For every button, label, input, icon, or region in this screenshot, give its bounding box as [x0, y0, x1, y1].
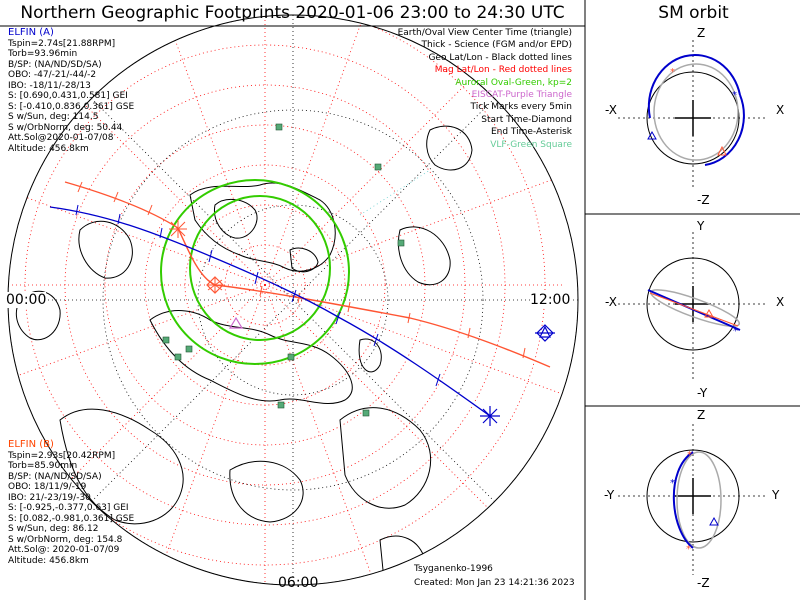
- svg-text:*: *: [687, 450, 692, 461]
- time-label-right: 12:00: [530, 292, 571, 308]
- elfin-b-line: Tspin=2.93s[20.42RPM]: [8, 450, 116, 461]
- elfin-a-line: Torb=93.96min: [8, 49, 78, 59]
- sm1-bottom-label: -Z: [697, 193, 710, 207]
- sm-orbit-title: SM orbit: [658, 3, 729, 23]
- coastlines: [15, 125, 473, 580]
- elfin-b-header: ELFIN (B): [8, 439, 54, 450]
- elfin-a-line: B/SP: (NA/ND/SD/SA): [8, 59, 102, 70]
- svg-text:*: *: [733, 326, 738, 337]
- elfin-a-info: ELFIN (A) Tspin=2.74s[21.88RPM] Torb=93.…: [8, 27, 135, 154]
- time-label-left: 00:00: [6, 292, 47, 308]
- elfin-b-line: B/SP: (NA/ND/SD/SA): [8, 471, 102, 482]
- sm3-bottom-label: -Z: [697, 576, 710, 590]
- elfin-a-line: Altitude: 456.8km: [8, 143, 89, 154]
- legend-item: End Time-Asterisk: [490, 127, 572, 138]
- legend-item: Mag Lat/Lon - Red dotted lines: [434, 65, 572, 76]
- sm1-left-label: -X: [605, 103, 617, 117]
- sm3-top-label: Z: [697, 408, 706, 422]
- elfin-b-line: IBO: 21/-23/19/-30: [8, 492, 91, 503]
- model-label: Tsyganenko-1996: [414, 564, 493, 574]
- elfin-a-line: S w/OrbNorm, deg: 50.44: [8, 122, 123, 133]
- legend-item: Geo Lat/Lon - Black dotted lines: [428, 52, 572, 63]
- auroral-oval: [160, 179, 350, 365]
- elfin-a-line: S: [0.690,0.431,0.581] GEI: [8, 91, 128, 101]
- svg-text:*: *: [686, 544, 691, 555]
- elfin-b-start-diamond: [206, 276, 224, 294]
- legend-item: Start Time-Diamond: [481, 114, 572, 125]
- svg-text:*: *: [670, 67, 675, 78]
- mag-grid: [8, 15, 578, 585]
- elfin-a-line: Att.Sol@2020-01-07/08: [8, 133, 114, 143]
- created-timestamp: Created: Mon Jan 23 14:21:36 2023: [414, 578, 575, 588]
- elfin-a-line: IBO: -18/11/-28/13: [8, 80, 91, 91]
- page-title: Northern Geographic Footprints 2020-01-0…: [20, 3, 565, 23]
- elfin-b-line: S: [-0.925,-0.377,0.63] GEI: [8, 503, 129, 513]
- eiscat-triangle: [228, 316, 244, 329]
- elfin-a-line: OBO: -47/-21/-44/-2: [8, 70, 97, 80]
- sm1-right-label: X: [776, 103, 785, 117]
- legend-item: Auroral Oval-Green, kp=2: [455, 77, 572, 88]
- elfin-b-line: OBO: 18/11/9/-19: [8, 482, 87, 492]
- svg-text:*: *: [670, 478, 675, 489]
- sm-panel-xz: * *: [618, 40, 768, 190]
- sm-panel-xy: *: [618, 232, 768, 380]
- legend-item: Thick - Science (FGM and/or EPD): [421, 40, 572, 51]
- vlf-stations: [162, 123, 405, 417]
- map-legend: Earth/Oval View Center Time (triangle) T…: [398, 27, 572, 151]
- elfin-a-header: ELFIN (A): [8, 27, 54, 38]
- elfin-b-line: Att.Sol@: 2020-01-07/09: [8, 545, 120, 555]
- sm2-right-label: X: [776, 295, 785, 309]
- elfin-a-line: Tspin=2.74s[21.88RPM]: [8, 38, 116, 49]
- elfin-b-line: S w/OrbNorm, deg: 154.8: [8, 534, 123, 545]
- sm-panel-yz: * * *: [618, 424, 768, 575]
- legend-item: EISCAT-Purple Triangle: [471, 89, 572, 100]
- sm3-right-label: Y: [772, 488, 780, 502]
- view-center-marker: [535, 324, 555, 342]
- sm2-bottom-label: -Y: [697, 386, 708, 400]
- svg-text:*: *: [732, 90, 737, 101]
- elfin-b-line: Altitude: 456.8km: [8, 555, 89, 566]
- sm2-top-label: Y: [697, 219, 705, 233]
- elfin-b-info: ELFIN (B) Tspin=2.93s[20.42RPM] Torb=85.…: [8, 439, 135, 566]
- elfin-b-line: S: [0.082,-0.981,0.361] GSE: [8, 513, 135, 524]
- elfin-a-track: [49, 204, 500, 426]
- time-label-bottom: 06:00: [278, 575, 319, 591]
- geo-grid: [8, 15, 578, 585]
- legend-item: Tick Marks every 5min: [470, 102, 572, 113]
- elfin-a-line: S: [-0.410,0.836,0.361] GSE: [8, 101, 135, 112]
- legend-item: VLF-Green Square: [490, 139, 572, 150]
- sm3-left-label: -Y: [604, 488, 615, 502]
- elfin-a-line: S w/Sun, deg: 114.5: [8, 112, 99, 122]
- elfin-b-line: Torb=85.90min: [8, 461, 78, 471]
- sm1-top-label: Z: [697, 26, 706, 40]
- elfin-b-track: [64, 181, 551, 368]
- elfin-b-line: S w/Sun, deg: 86.12: [8, 524, 99, 534]
- legend-item: Earth/Oval View Center Time (triangle): [397, 28, 572, 38]
- sm2-left-label: -X: [605, 295, 617, 309]
